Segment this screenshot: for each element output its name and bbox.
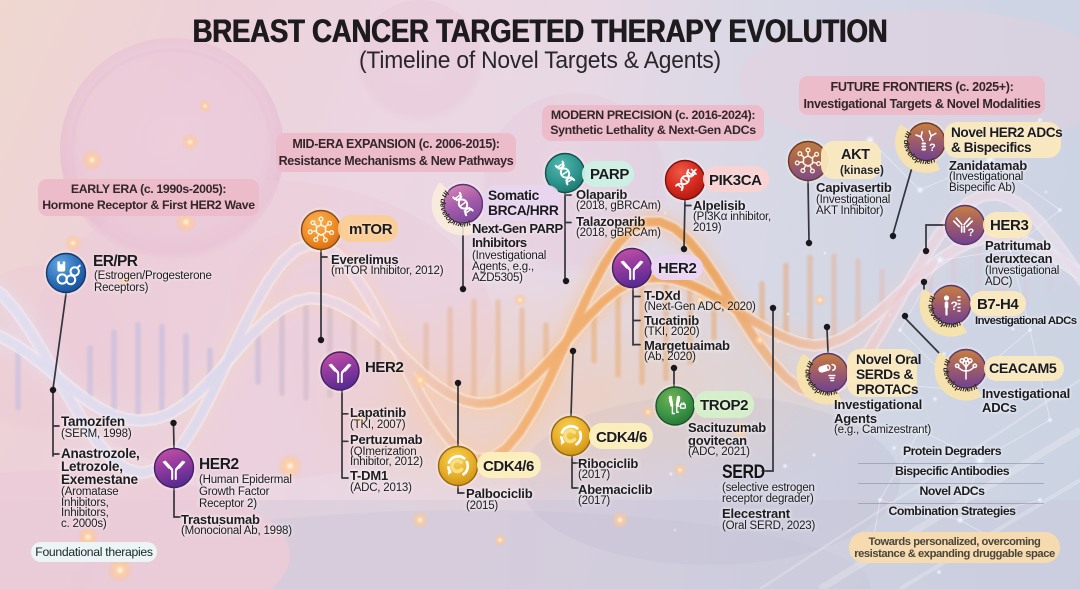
svg-text:?: ? (951, 299, 958, 313)
svg-text:?: ? (929, 142, 936, 154)
svg-text:?: ? (968, 227, 975, 239)
